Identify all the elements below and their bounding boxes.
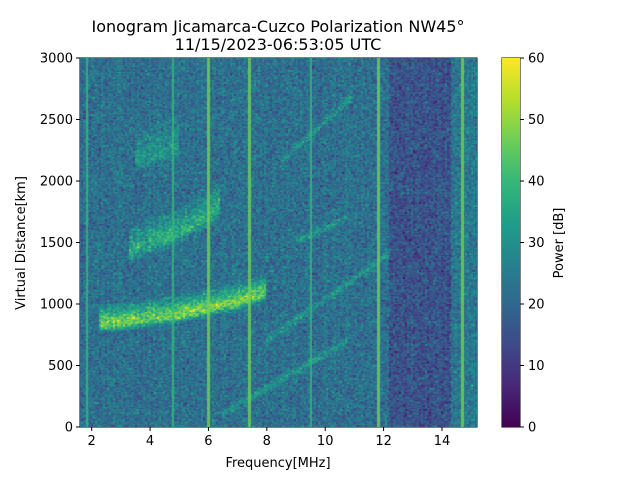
y-tick-label: 3000	[40, 52, 73, 67]
x-axis-label: Frequency[MHz]	[225, 456, 330, 471]
colorbar-tick-label: 40	[528, 175, 545, 190]
x-tick-label: 4	[146, 434, 154, 449]
y-tick-label: 500	[48, 359, 73, 374]
colorbar-label: Power [dB]	[552, 208, 567, 279]
chart-title: Ionogram Jicamarca-Cuzco Polarization NW…	[91, 17, 464, 36]
x-tick-label: 12	[375, 434, 392, 449]
x-tick-label: 2	[88, 434, 96, 449]
y-tick-label: 1000	[40, 298, 73, 313]
colorbar-tick-label: 0	[528, 421, 536, 436]
x-tick-label: 14	[434, 434, 451, 449]
colorbar-tick-label: 20	[528, 298, 545, 313]
colorbar-tick-label: 10	[528, 359, 545, 374]
y-tick-label: 0	[65, 421, 73, 436]
chart-subtitle: 11/15/2023-06:53:05 UTC	[175, 35, 382, 54]
y-axis-ticks: 0 500 1000 1500 2000 2500 3000	[40, 52, 80, 436]
spectrogram-heatmap	[80, 58, 477, 427]
colorbar-tick-label: 50	[528, 113, 545, 128]
y-tick-label: 1500	[40, 236, 73, 251]
x-tick-label: 6	[204, 434, 212, 449]
colorbar-ticks: 0 10 20 30 40 50 60	[520, 52, 545, 436]
colorbar-tick-label: 30	[528, 236, 545, 251]
y-tick-label: 2000	[40, 175, 73, 190]
y-axis-label: Virtual Distance[km]	[14, 176, 29, 310]
colorbar-tick-label: 60	[528, 52, 545, 67]
y-tick-label: 2500	[40, 113, 73, 128]
x-axis-ticks: 2 4 6 8 10 12 14	[88, 427, 451, 449]
x-tick-label: 10	[317, 434, 334, 449]
x-tick-label: 8	[263, 434, 271, 449]
colorbar-gradient	[502, 58, 520, 427]
